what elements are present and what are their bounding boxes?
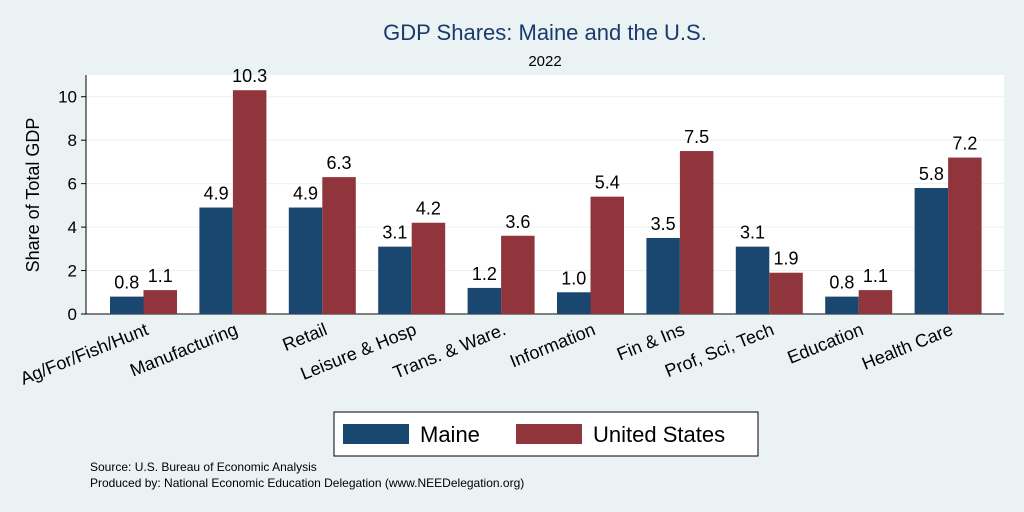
data-label: 3.6 [505,212,530,232]
category-label: Retail [280,319,330,355]
bar-us [590,196,624,314]
data-label: 7.5 [684,127,709,147]
data-label: 4.2 [416,199,441,219]
bar-maine [735,246,770,314]
bar-us [411,222,446,314]
data-label: 5.8 [919,164,944,184]
data-label: 1.2 [472,264,497,284]
data-label: 1.0 [561,268,586,288]
y-axis-label: Share of Total GDP [23,118,43,273]
data-label: 1.1 [863,266,888,286]
data-label: 1.9 [774,249,799,269]
y-tick-label: 4 [68,218,77,237]
data-label: 3.1 [740,223,765,243]
data-label: 0.8 [114,273,139,293]
legend-swatch-us [516,424,582,444]
bar-maine [914,187,949,314]
bar-maine [557,292,591,314]
bar-us [143,290,177,314]
y-tick-label: 10 [58,88,77,107]
produced-by-note: Produced by: National Economic Education… [90,476,525,490]
data-label: 4.9 [293,184,318,204]
bar-maine [110,296,144,314]
y-tick-label: 2 [68,262,77,281]
data-label: 7.2 [952,134,977,154]
bar-us [501,235,535,314]
data-label: 10.3 [232,66,267,86]
data-label: 4.9 [204,184,229,204]
bar-us [322,177,356,314]
data-label: 1.1 [148,266,173,286]
bar-maine [378,246,412,314]
bar-maine [199,207,233,314]
bar-maine [288,207,323,314]
data-label: 3.1 [382,223,407,243]
bars [110,90,982,314]
category-label: Education [784,319,866,368]
bar-us [948,157,982,314]
axes: 0 2 4 6 8 10 [58,75,1004,324]
bar-us [232,90,267,314]
data-label: 0.8 [829,273,854,293]
chart-title: GDP Shares: Maine and the U.S. [383,20,707,45]
bar-maine [467,287,502,314]
category-label: Ag/For/Fish/Hunt [17,319,151,389]
legend-swatch-maine [343,424,409,444]
bar-us [769,272,803,314]
bar-maine [825,296,859,314]
bar-maine [646,237,680,314]
data-labels: 0.8 1.1 4.9 10.3 4.9 6.3 3.1 4.2 1.2 3.6 1.0 5.4 3.5… [114,66,977,292]
chart-subtitle: 2022 [528,53,561,70]
data-label: 6.3 [327,153,352,173]
data-label: 5.4 [595,173,620,193]
legend-label-maine: Maine [420,422,480,447]
y-tick-label: 8 [68,131,77,150]
legend: Maine United States [333,411,759,457]
source-note: Source: U.S. Bureau of Economic Analysis [90,460,317,474]
category-label: Information [507,319,598,371]
bar-us [679,151,714,314]
data-label: 3.5 [651,214,676,234]
category-label: Health Care [859,319,956,374]
legend-label-us: United States [593,422,725,447]
y-tick-label: 0 [68,305,77,324]
bar-us [858,290,893,314]
y-tick-label: 6 [68,175,77,194]
